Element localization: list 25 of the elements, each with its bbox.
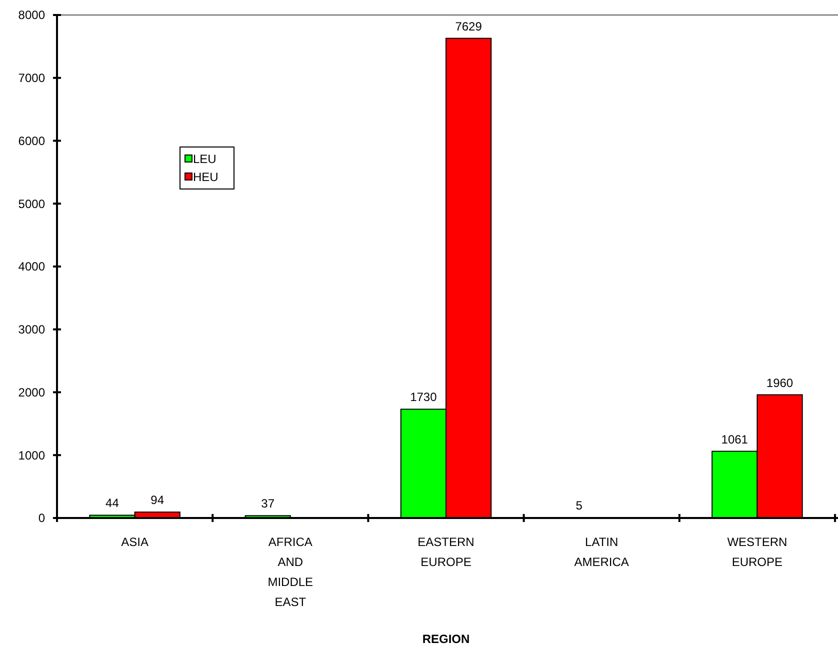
y-tick-label: 8000 (18, 8, 46, 22)
data-label: 1730 (410, 390, 438, 404)
x-tick-label: EASTERN EUROPE (418, 535, 474, 569)
y-tick-label: 0 (38, 511, 46, 526)
data-label: 1061 (721, 432, 748, 446)
data-label: 1960 (766, 376, 794, 390)
legend-label: LEU (193, 152, 216, 166)
legend-label: HEU (193, 170, 218, 184)
data-label: 5 (576, 498, 583, 513)
data-label: 94 (150, 493, 164, 508)
x-tick-label: LATIN AMERICA (574, 535, 629, 569)
y-tick-label: 3000 (18, 322, 46, 337)
y-tick-label: 4000 (18, 260, 46, 274)
x-axis-title: REGION (422, 632, 470, 646)
y-tick-label: 5000 (18, 196, 46, 211)
data-label: 44 (106, 496, 120, 510)
y-tick-label: 1000 (18, 448, 46, 462)
y-tick-label: 7000 (18, 71, 46, 86)
y-tick-label: 6000 (18, 134, 46, 148)
y-tick-label: 2000 (18, 385, 46, 400)
data-label: 7629 (455, 19, 482, 34)
x-tick-label: WESTERN EUROPE (727, 535, 788, 569)
x-tick-label: ASIA (121, 535, 148, 549)
data-label: 37 (261, 496, 275, 511)
x-tick-label: AFRICA AND MIDDLE EAST (268, 535, 314, 609)
